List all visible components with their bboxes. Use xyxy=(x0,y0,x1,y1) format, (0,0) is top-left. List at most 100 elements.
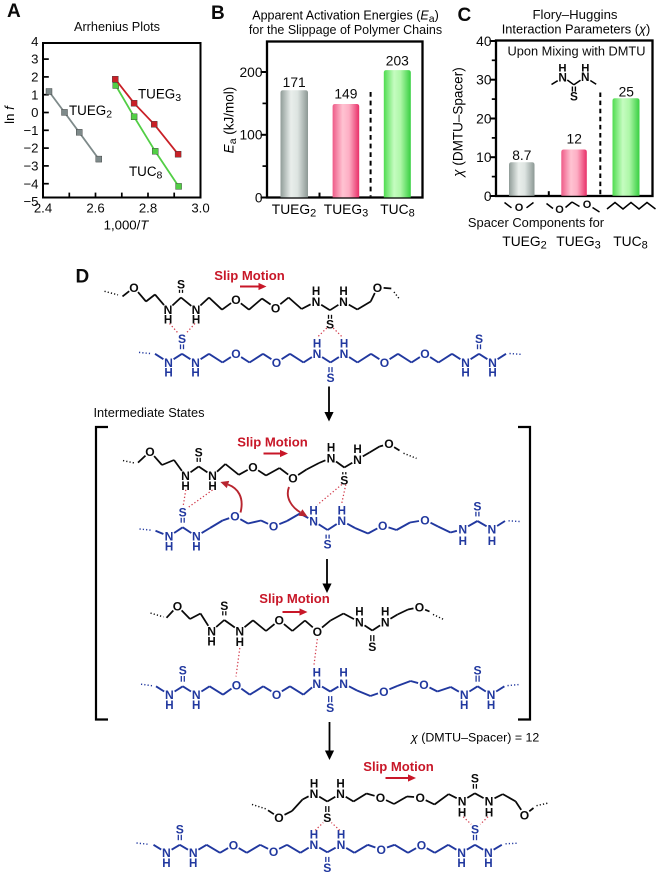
svg-text:S: S xyxy=(323,861,331,875)
svg-text:O: O xyxy=(230,510,239,524)
svg-text:S: S xyxy=(475,332,483,346)
svg-text:TUC8: TUC8 xyxy=(613,234,647,252)
svg-text:O: O xyxy=(420,347,429,361)
svg-text:N: N xyxy=(339,295,348,309)
svg-text:O: O xyxy=(555,204,564,216)
svg-text:TUEG2: TUEG2 xyxy=(69,103,112,121)
svg-text:TUEG2: TUEG2 xyxy=(502,234,546,252)
svg-text:O: O xyxy=(288,472,297,486)
svg-text:H: H xyxy=(484,857,492,870)
svg-text:TUC8: TUC8 xyxy=(380,202,414,220)
svg-text:N: N xyxy=(189,846,198,860)
svg-text:100: 100 xyxy=(239,128,262,143)
svg-text:H: H xyxy=(164,367,172,380)
svg-text:C: C xyxy=(458,5,472,26)
svg-text:S: S xyxy=(323,811,331,825)
svg-text:Slip Motion: Slip Motion xyxy=(237,434,308,449)
svg-text:O: O xyxy=(271,301,280,315)
svg-text:O: O xyxy=(145,445,154,459)
svg-text:TUEG3: TUEG3 xyxy=(556,234,600,252)
svg-text:D: D xyxy=(76,267,90,288)
svg-text:H: H xyxy=(165,541,173,554)
svg-text:N: N xyxy=(485,794,494,808)
svg-text:O: O xyxy=(274,614,283,628)
svg-text:N: N xyxy=(192,303,201,317)
svg-text:H: H xyxy=(340,338,348,351)
svg-text:O: O xyxy=(248,460,257,474)
svg-text:H: H xyxy=(381,605,389,618)
svg-text:H: H xyxy=(459,535,467,548)
svg-text:N: N xyxy=(162,846,171,860)
svg-text:2.6: 2.6 xyxy=(86,201,104,216)
svg-text:O: O xyxy=(313,625,322,639)
svg-text:N: N xyxy=(458,523,467,537)
svg-text:O: O xyxy=(379,685,388,699)
svg-text:A: A xyxy=(7,1,21,22)
svg-text:N: N xyxy=(340,347,349,361)
svg-text:−5: −5 xyxy=(23,194,38,209)
svg-text:H: H xyxy=(181,480,189,493)
svg-text:TUEG2: TUEG2 xyxy=(272,202,316,220)
svg-text:H: H xyxy=(339,667,347,680)
svg-text:S: S xyxy=(178,332,186,346)
svg-text:H: H xyxy=(189,857,197,870)
svg-text:H: H xyxy=(162,857,170,870)
svg-text:2: 2 xyxy=(31,70,38,85)
svg-text:H: H xyxy=(310,777,318,790)
svg-text:O: O xyxy=(229,838,238,852)
svg-text:−2: −2 xyxy=(23,141,38,156)
svg-text:O: O xyxy=(173,599,182,613)
svg-text:N: N xyxy=(488,523,497,537)
svg-text:Spacer Components for: Spacer Components for xyxy=(468,215,605,230)
svg-text:S: S xyxy=(473,500,481,514)
svg-text:H: H xyxy=(313,338,321,351)
svg-text:N: N xyxy=(164,303,173,317)
svg-text:N: N xyxy=(327,451,336,465)
svg-text:H: H xyxy=(338,504,346,517)
svg-text:S: S xyxy=(326,701,334,715)
svg-text:N: N xyxy=(336,787,345,801)
svg-text:S: S xyxy=(570,90,578,104)
svg-text:H: H xyxy=(192,699,200,712)
svg-text:Slip Motion: Slip Motion xyxy=(363,759,434,774)
svg-text:H: H xyxy=(355,605,363,618)
svg-text:H: H xyxy=(192,314,200,327)
svg-text:O: O xyxy=(515,202,524,214)
svg-text:S: S xyxy=(326,318,334,332)
svg-text:S: S xyxy=(176,823,184,837)
svg-text:O: O xyxy=(583,199,592,211)
svg-text:N: N xyxy=(165,688,174,702)
svg-text:O: O xyxy=(415,601,424,615)
svg-text:N: N xyxy=(355,615,364,629)
svg-text:Ea (kJ/mol): Ea (kJ/mol) xyxy=(222,87,240,154)
svg-text:Slip Motion: Slip Motion xyxy=(214,268,285,283)
svg-text:12: 12 xyxy=(567,132,582,147)
svg-text:2.8: 2.8 xyxy=(139,201,157,216)
svg-text:H: H xyxy=(487,699,495,712)
svg-text:10: 10 xyxy=(476,150,492,165)
svg-text:H: H xyxy=(488,535,496,548)
svg-text:−1: −1 xyxy=(23,123,38,138)
svg-text:O: O xyxy=(378,519,387,533)
svg-text:O: O xyxy=(376,791,385,805)
svg-text:TUEG3: TUEG3 xyxy=(324,202,368,220)
svg-text:O: O xyxy=(274,811,283,825)
svg-text:χ (DMTU–Spacer): χ (DMTU–Spacer) xyxy=(451,67,466,177)
svg-text:N: N xyxy=(192,688,201,702)
svg-text:S: S xyxy=(340,473,348,487)
svg-text:S: S xyxy=(177,278,185,292)
svg-text:N: N xyxy=(337,838,346,852)
svg-text:N: N xyxy=(581,70,590,84)
svg-text:H: H xyxy=(458,806,466,819)
svg-text:1: 1 xyxy=(31,87,38,102)
svg-text:0: 0 xyxy=(31,105,38,120)
svg-text:N: N xyxy=(488,356,497,370)
svg-text:N: N xyxy=(235,624,244,638)
svg-text:N: N xyxy=(208,469,217,483)
svg-text:S: S xyxy=(220,599,228,613)
svg-text:20: 20 xyxy=(476,111,492,126)
svg-text:1,000/T: 1,000/T xyxy=(104,218,150,233)
svg-text:H: H xyxy=(457,857,465,870)
svg-text:N: N xyxy=(312,295,321,309)
svg-text:30: 30 xyxy=(476,73,492,88)
